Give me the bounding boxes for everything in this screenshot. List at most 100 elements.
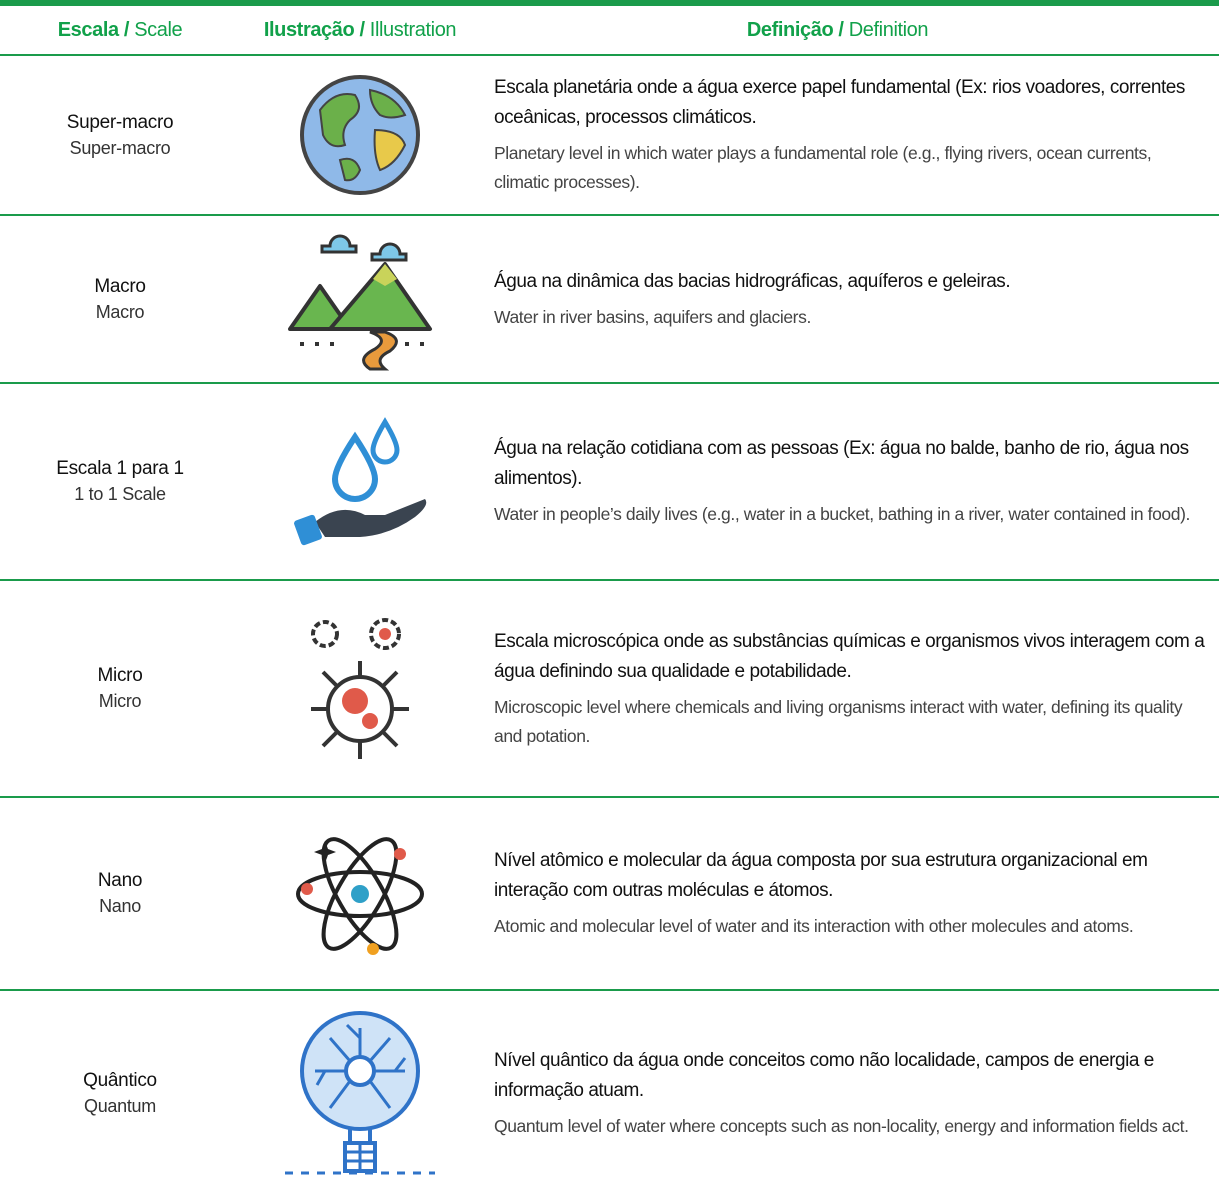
icon-shape <box>315 498 427 537</box>
icon-cell <box>240 819 480 969</box>
header-en: Definition <box>848 18 929 41</box>
definition-en: Water in river basins, aquifers and glac… <box>494 306 811 327</box>
hand-drop-icon <box>294 416 427 545</box>
scale-pt: Super-macro <box>66 111 174 133</box>
header-cell: Definição / Definition <box>480 19 1205 42</box>
icon-shape <box>368 88 407 119</box>
icon-shape <box>321 836 399 951</box>
definition-cell: Nível quântico da água onde conceitos co… <box>480 1046 1205 1141</box>
icon-shape <box>338 157 362 182</box>
icon-shape <box>369 617 401 650</box>
definition-cell: Água na dinâmica das bacias hidrográfica… <box>480 267 1205 332</box>
icon-shape <box>345 1143 375 1171</box>
scale-pt: Nano <box>97 870 143 891</box>
definition-cell: Escala planetária onde a água exerce pap… <box>480 73 1205 197</box>
icon-shape <box>373 264 397 286</box>
scale-pt: Escala 1 para 1 <box>56 458 184 479</box>
definition-cell: Nível atômico e molecular da água compos… <box>480 846 1205 941</box>
icon-shape <box>362 712 378 729</box>
table-row: Quântico Quantum Nível quântico da água o… <box>0 991 1219 1195</box>
definition-en: Quantum level of water where concepts su… <box>494 1115 1189 1136</box>
header-cell: Ilustração / Illustration <box>240 19 480 42</box>
scale-en: Nano <box>99 896 141 916</box>
header-en: Illustration <box>369 18 457 41</box>
mountain-icon <box>288 234 432 371</box>
icon-shape <box>300 75 420 195</box>
scale-en: Super-macro <box>69 137 171 158</box>
scale-cell: Quântico Quantum <box>0 1070 240 1117</box>
header-pt: Definição / <box>746 18 844 41</box>
definition-pt: Nível atômico e molecular da água compos… <box>494 850 1148 901</box>
icon-shape <box>379 627 391 640</box>
icon-shape <box>311 660 409 759</box>
scale-cell: Micro Micro <box>0 665 240 712</box>
scale-pt: Micro <box>97 665 143 686</box>
definition-en: Atomic and molecular level of water and … <box>494 916 1134 936</box>
icon-shape <box>370 416 400 464</box>
icon-shape <box>301 882 313 895</box>
icon-shape <box>296 869 424 918</box>
icon-shape <box>342 687 368 714</box>
globe-icon <box>300 75 420 195</box>
definition-en: Planetary level in which water plays a f… <box>494 143 1152 192</box>
icon-shape <box>367 942 379 955</box>
icon-shape <box>314 840 336 863</box>
definition-pt: Escala microscópica onde as substâncias … <box>494 630 1205 682</box>
scale-cell: Nano Nano <box>0 870 240 917</box>
icon-shape <box>351 884 369 903</box>
scale-cell: Escala 1 para 1 1 to 1 Scale <box>0 458 240 505</box>
icon-shape <box>344 1055 376 1087</box>
icon-shape <box>318 93 360 148</box>
icon-shape <box>394 847 406 860</box>
definition-en: Microscopic level where chemicals and li… <box>494 696 1183 746</box>
icon-shape <box>311 619 339 648</box>
icon-shape <box>328 262 432 331</box>
icon-shape <box>321 836 399 951</box>
definition-pt: Água na dinâmica das bacias hidrográfica… <box>494 270 1011 292</box>
icon-shape <box>370 242 408 262</box>
header-row: Escala / Scale Ilustração / Illustration… <box>0 0 1219 56</box>
table-row: Nano Nano Nível atômico e molecular da ág… <box>0 798 1219 991</box>
header-cell: Escala / Scale <box>0 19 240 42</box>
definition-pt: Nível quântico da água onde conceitos co… <box>494 1049 1154 1101</box>
icon-shape <box>331 431 379 502</box>
definition-pt: Escala planetária onde a água exerce pap… <box>494 77 1185 128</box>
table-row: Escala 1 para 1 1 to 1 Scale Água na rela… <box>0 384 1219 581</box>
header-en: Scale <box>134 18 183 41</box>
icon-shape <box>362 330 398 371</box>
header-pt: Ilustração / <box>263 18 365 41</box>
scale-en: Macro <box>95 301 145 322</box>
icon-cell <box>240 224 480 374</box>
microbe-icon <box>311 617 409 759</box>
scale-en: Quantum <box>84 1095 156 1116</box>
header-pt: Escala / <box>57 18 130 41</box>
icon-shape <box>294 514 322 545</box>
icon-cell <box>240 599 480 779</box>
scale-pt: Macro <box>94 275 146 297</box>
table-row: Macro Macro Água na dinâmica das bacias h… <box>0 216 1219 384</box>
icon-cell <box>240 1003 480 1183</box>
definition-pt: Água na relação cotidiana com as pessoas… <box>494 438 1189 489</box>
definition-en: Water in people’s daily lives (e.g., wat… <box>494 504 1190 524</box>
scale-pt: Quântico <box>83 1069 157 1091</box>
atom-icon <box>296 836 424 955</box>
scale-cell: Super-macro Super-macro <box>0 112 240 159</box>
icon-cell <box>240 407 480 557</box>
table-row: Super-macro Super-macro Escala planetária… <box>0 56 1219 216</box>
scale-cell: Macro Macro <box>0 276 240 323</box>
scale-en: Micro <box>98 691 142 711</box>
icon-shape <box>315 1023 407 1109</box>
quantum-icon <box>285 1011 435 1175</box>
definition-cell: Escala microscópica onde as substâncias … <box>480 627 1205 751</box>
icon-shape <box>373 128 407 172</box>
icon-shape <box>348 1129 372 1145</box>
icon-cell <box>240 70 480 200</box>
icon-shape <box>320 234 358 254</box>
table-row: Micro Micro Escala microscópica onde as s… <box>0 581 1219 798</box>
definition-cell: Água na relação cotidiana com as pessoas… <box>480 434 1205 529</box>
icon-shape <box>288 284 352 331</box>
scale-en: 1 to 1 Scale <box>74 484 166 504</box>
